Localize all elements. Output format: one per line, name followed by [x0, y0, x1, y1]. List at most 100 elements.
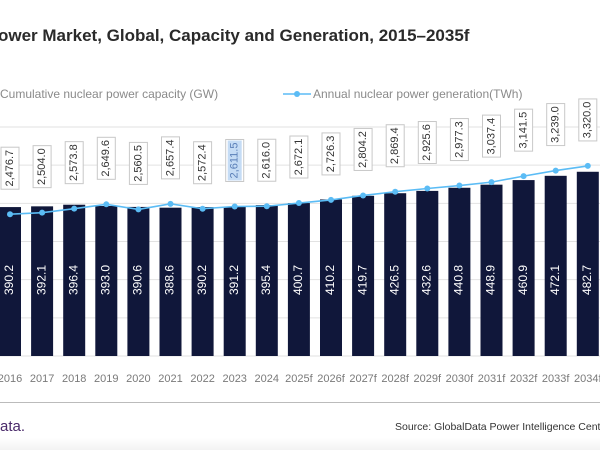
generation-point — [167, 200, 174, 207]
generation-point — [456, 182, 463, 189]
bar-2032f — [512, 180, 535, 356]
x-tick-label: 2017 — [30, 373, 54, 385]
generation-label-box — [0, 146, 20, 190]
generation-value-label: 3,141.5 — [518, 112, 530, 149]
bar-value-label: 388.6 — [163, 265, 177, 295]
generation-point — [263, 203, 270, 210]
x-tick-label: 2022 — [190, 373, 214, 385]
generation-point — [295, 200, 302, 207]
bar-value-label: 440.8 — [452, 265, 466, 295]
bar-2019 — [95, 206, 118, 356]
bar-value-label: 400.7 — [291, 265, 305, 295]
bar-value-label: 391.2 — [227, 265, 241, 295]
generation-label-box — [578, 98, 598, 142]
bar-2031f — [480, 184, 503, 356]
generation-value-label: 3,239.0 — [550, 106, 562, 143]
bar-value-label: 393.0 — [98, 265, 112, 295]
x-tick-label: 2018 — [62, 373, 86, 385]
bar-2034f — [576, 171, 599, 356]
label-selection-highlight — [227, 140, 242, 181]
bar-value-label: 426.5 — [387, 265, 401, 295]
bar-value-label: 390.2 — [195, 265, 209, 295]
generation-label-box — [257, 138, 277, 182]
generation-value-label: 2,804.2 — [357, 131, 369, 168]
generation-point — [231, 203, 238, 210]
bar-value-label: 410.2 — [323, 265, 337, 295]
generation-label-box — [128, 141, 148, 185]
bar-value-label: 432.6 — [419, 265, 433, 295]
generation-point — [520, 173, 527, 180]
x-tick-label: 2028f — [381, 373, 409, 385]
chart-plot-area: 390.2 2016 392.1 2017 396.4 2018 393.0 2019 390.… — [0, 98, 600, 385]
x-tick-label: 2027f — [349, 373, 377, 385]
generation-label-box — [32, 145, 52, 189]
bar-value-label: 472.1 — [548, 265, 562, 295]
generation-value-label: 3,037.4 — [485, 118, 497, 155]
generation-value-label: 2,649.6 — [100, 140, 112, 177]
generation-value-label: 3,320.0 — [582, 102, 594, 139]
generation-label-box — [96, 136, 116, 180]
bar-2021 — [159, 207, 182, 356]
bar-value-label: 395.4 — [259, 265, 273, 295]
generation-label-box — [514, 108, 534, 152]
generation-label-box — [161, 136, 180, 180]
legend-label-generation: Annual nuclear power generation(TWh) — [313, 87, 523, 101]
footer-background — [0, 438, 600, 450]
generation-point — [103, 201, 110, 208]
generation-label-box — [482, 114, 501, 158]
bar-2030f — [448, 187, 471, 356]
footer-divider — [0, 402, 600, 403]
generation-value-label: 2,616.0 — [261, 142, 273, 179]
x-tick-label: 2019 — [94, 373, 118, 385]
bar-2028f — [384, 193, 407, 356]
generation-point — [71, 205, 78, 212]
legend-line-marker-icon — [283, 91, 311, 97]
generation-point — [552, 167, 559, 174]
bar-2017 — [31, 206, 54, 356]
x-tick-label: 2025f — [285, 373, 313, 385]
bar-value-label: 390.2 — [2, 265, 16, 295]
bar-2022 — [191, 207, 214, 356]
bar-2016 — [0, 207, 21, 356]
bar-value-label: 390.6 — [131, 265, 145, 295]
bar-value-label: 396.4 — [66, 265, 80, 295]
generation-label-box — [385, 124, 405, 168]
legend-item-capacity: Cumulative nuclear power capacity (GW) — [0, 87, 219, 101]
bar-2027f — [352, 195, 375, 356]
bar-value-label: 392.1 — [34, 265, 48, 295]
x-tick-label: 2024 — [255, 373, 279, 385]
generation-point — [39, 209, 46, 216]
generation-value-label: 2,504.0 — [36, 148, 48, 185]
generation-label-box — [417, 121, 437, 165]
bar-2024 — [255, 205, 278, 356]
generation-value-label: 2,726.3 — [325, 136, 337, 173]
x-tick-label: 2026f — [317, 373, 345, 385]
bar-2033f — [544, 175, 567, 356]
generation-value-label: 2,977.3 — [453, 121, 465, 158]
generation-label-box — [546, 103, 566, 147]
generation-point — [328, 196, 334, 203]
generation-point — [7, 211, 13, 218]
x-tick-label: 2020 — [126, 373, 150, 385]
generation-point — [360, 192, 367, 199]
generation-point — [584, 162, 591, 169]
generation-label-box — [289, 135, 309, 179]
x-tick-label: 2031f — [478, 373, 506, 385]
bar-2018 — [63, 204, 86, 356]
generation-point — [424, 185, 431, 192]
generation-value-label: 2,572.4 — [197, 144, 209, 181]
bar-2029f — [416, 190, 439, 356]
generation-value-label: 2,672.1 — [293, 139, 305, 176]
generation-point — [488, 179, 495, 186]
generation-value-label: 2,611.5 — [229, 143, 241, 179]
legend-item-generation: Annual nuclear power generation(TWh) — [283, 87, 522, 101]
generation-point — [135, 206, 142, 213]
bar-value-label: 460.9 — [516, 265, 530, 295]
chart-title: ower Market, Global, Capacity and Genera… — [0, 26, 470, 45]
bar-2025f — [287, 203, 310, 356]
x-tick-label: 2032f — [510, 373, 538, 385]
generation-point — [392, 188, 399, 195]
generation-value-label: 2,925.6 — [421, 124, 433, 161]
x-tick-label: 2029f — [414, 373, 442, 385]
generation-label-box — [64, 141, 84, 185]
